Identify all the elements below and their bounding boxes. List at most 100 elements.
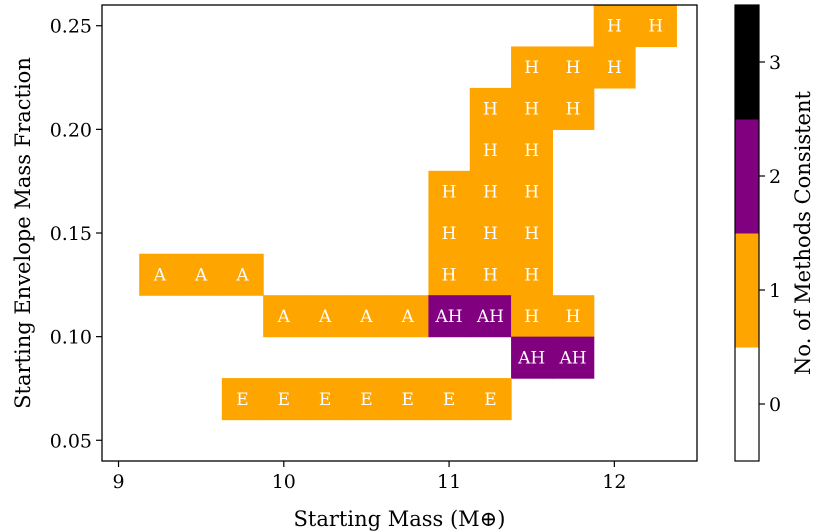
heatmap-cell-label: H bbox=[524, 307, 539, 327]
heatmap-cell bbox=[428, 378, 471, 421]
heatmap-cell bbox=[552, 87, 595, 130]
colorbar-segment bbox=[735, 347, 759, 462]
heatmap-cell-label: H bbox=[442, 183, 457, 203]
heatmap-cell-label: H bbox=[442, 224, 457, 244]
heatmap-cell-label: H bbox=[483, 141, 498, 161]
heatmap-cell-label: H bbox=[648, 17, 663, 37]
heatmap-cell bbox=[469, 170, 512, 213]
heatmap-cell-label: A bbox=[277, 307, 291, 327]
x-axis-label: Starting Mass (M⊕) bbox=[294, 507, 506, 531]
heatmap-cell-label: E bbox=[360, 390, 372, 410]
y-axis-ticks: 0.05 0.10 0.15 0.20 0.25 bbox=[50, 16, 102, 452]
heatmap-cell bbox=[428, 170, 471, 213]
x-tick-label: 12 bbox=[602, 471, 626, 493]
heatmap-cell bbox=[469, 87, 512, 130]
heatmap-cell-label: H bbox=[483, 224, 498, 244]
heatmap-cell-label: H bbox=[524, 100, 539, 120]
heatmap-cell-label: H bbox=[524, 58, 539, 78]
heatmap-cell bbox=[221, 253, 264, 296]
x-axis-ticks: 9 10 11 12 bbox=[112, 461, 626, 493]
heatmap-cell bbox=[428, 212, 471, 255]
heatmap-cell bbox=[552, 295, 595, 338]
heatmap-cell-label: A bbox=[359, 307, 373, 327]
heatmap-cell-label: A bbox=[153, 265, 167, 285]
heatmap-cell-label: E bbox=[484, 390, 496, 410]
heatmap-cell-label: H bbox=[483, 265, 498, 285]
heatmap-cell-label: H bbox=[566, 58, 581, 78]
x-tick-label: 10 bbox=[272, 471, 296, 493]
heatmap-cell-label: AH bbox=[435, 307, 463, 327]
heatmap-cell-label: A bbox=[194, 265, 208, 285]
colorbar-segment bbox=[735, 233, 759, 348]
colorbar-frame bbox=[734, 4, 760, 462]
heatmap-cell bbox=[469, 212, 512, 255]
heatmap-cell-label: A bbox=[318, 307, 332, 327]
heatmap-cell bbox=[263, 378, 306, 421]
heatmap-cell bbox=[511, 46, 553, 89]
heatmap-cell bbox=[469, 378, 512, 421]
heatmap-cell-label: H bbox=[442, 265, 457, 285]
heatmap-cell-label: E bbox=[278, 390, 290, 410]
heatmap-cell-label: H bbox=[524, 183, 539, 203]
heatmap-cell bbox=[511, 295, 553, 338]
y-tick-label: 0.20 bbox=[50, 119, 92, 141]
heatmap-cell-label: H bbox=[566, 307, 581, 327]
heatmap-cell bbox=[345, 295, 388, 338]
heatmap-cell bbox=[593, 46, 636, 89]
heatmap-cell-label: H bbox=[607, 58, 622, 78]
heatmap-cell-label: A bbox=[235, 265, 249, 285]
heatmap-cell bbox=[511, 336, 553, 379]
y-tick-label: 0.15 bbox=[50, 223, 92, 245]
heatmap-cell bbox=[469, 253, 512, 296]
heatmap-cell bbox=[511, 87, 553, 130]
heatmap-cell bbox=[428, 253, 471, 296]
heatmap-cell bbox=[469, 295, 512, 338]
heatmap-cell bbox=[387, 295, 430, 338]
heatmap-cell bbox=[345, 378, 388, 421]
heatmap-cell-label: H bbox=[524, 224, 539, 244]
colorbar-tick-label: 2 bbox=[769, 166, 781, 188]
heatmap-cell-label: E bbox=[402, 390, 414, 410]
heatmap-cells bbox=[139, 5, 677, 421]
heatmap-cell bbox=[221, 378, 264, 421]
heatmap-cell bbox=[511, 212, 553, 255]
heatmap-cell-label: H bbox=[566, 100, 581, 120]
heatmap-cell-label: E bbox=[443, 390, 455, 410]
colorbar-tick-label: 3 bbox=[769, 52, 781, 74]
heatmap-cell-label: H bbox=[483, 183, 498, 203]
heatmap-cell bbox=[511, 170, 553, 213]
heatmap-cell bbox=[304, 295, 347, 338]
colorbar-segment bbox=[735, 5, 759, 120]
y-tick-label: 0.25 bbox=[50, 16, 92, 38]
colorbar-tick-label: 0 bbox=[769, 394, 781, 416]
y-tick-label: 0.05 bbox=[50, 430, 92, 452]
heatmap-cell-label: E bbox=[236, 390, 248, 410]
colorbar-tick-label: 1 bbox=[769, 280, 781, 302]
y-axis-label: Starting Envelope Mass Fraction bbox=[11, 57, 35, 409]
heatmap-cell-labels: H HH H HH H HH HH H HH H HA A A H H HA A A A AH AH H HAH AHE E E E… bbox=[153, 17, 663, 410]
heatmap-cell-label: AH bbox=[476, 307, 504, 327]
heatmap-cell-label: AH bbox=[558, 348, 586, 368]
heatmap-cell bbox=[552, 46, 595, 89]
heatmap-cell-label: H bbox=[483, 100, 498, 120]
heatmap-cell bbox=[469, 129, 512, 172]
y-tick-label: 0.10 bbox=[50, 327, 92, 349]
heatmap-cell bbox=[593, 5, 636, 48]
x-tick-label: 11 bbox=[437, 471, 461, 493]
heatmap-cell bbox=[180, 253, 223, 296]
heatmap-cell bbox=[511, 253, 553, 296]
heatmap-cell-label: H bbox=[607, 17, 622, 37]
heatmap-cell bbox=[139, 253, 182, 296]
heatmap-cell bbox=[511, 129, 553, 172]
heatmap-cell-label: AH bbox=[517, 348, 545, 368]
x-tick-label: 9 bbox=[112, 471, 124, 493]
colorbar: 0 1 2 3 bbox=[734, 4, 781, 462]
heatmap-cell-label: E bbox=[319, 390, 331, 410]
heatmap-cell bbox=[552, 336, 595, 379]
colorbar-segment bbox=[735, 119, 759, 234]
heatmap-cell bbox=[428, 295, 471, 338]
colorbar-label: No. of Methods Consistent bbox=[791, 91, 815, 375]
heatmap-cell-label: H bbox=[524, 141, 539, 161]
